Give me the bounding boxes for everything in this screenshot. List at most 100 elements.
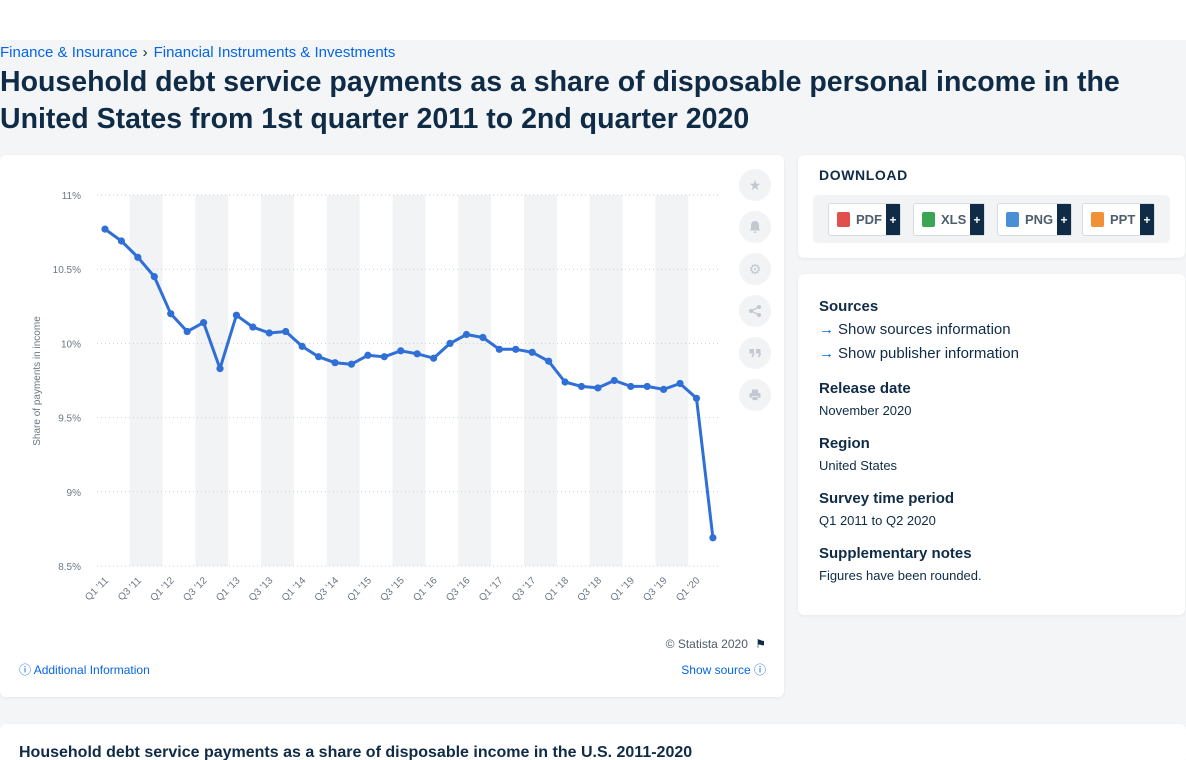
chart-band — [195, 195, 229, 566]
data-point — [167, 310, 175, 318]
additional-information-link[interactable]: ⓘ Additional Information — [19, 661, 150, 678]
survey-period-value: Q1 2011 to Q2 2020 — [819, 513, 936, 528]
pdf-file-icon — [837, 212, 850, 227]
data-point — [199, 319, 208, 327]
x-tick-label: Q3 '11 — [116, 575, 144, 603]
data-point — [446, 339, 454, 347]
download-ppt-label: PPT — [1110, 212, 1136, 227]
download-ppt-button[interactable]: PPT + — [1082, 203, 1155, 236]
description-card: Household debt service payments as a sha… — [0, 724, 1186, 760]
share-icon[interactable] — [739, 295, 771, 327]
data-point — [232, 311, 241, 319]
data-point — [134, 253, 142, 261]
data-point — [594, 384, 602, 392]
chart-band — [523, 195, 557, 566]
info-icon: ⓘ — [753, 663, 766, 677]
y-axis-label: Share of payments in income — [32, 316, 43, 446]
y-tick-label: 8.5% — [58, 562, 81, 573]
copyright-text: © Statista 2020 — [665, 637, 748, 651]
data-point — [495, 345, 503, 353]
x-tick-label: Q3 '17 — [510, 575, 539, 604]
y-tick-label: 9% — [67, 488, 82, 499]
x-tick-label: Q1 '11 — [83, 575, 111, 603]
copyright-notice: © Statista 2020 ⚑ — [666, 637, 766, 651]
arrow-right-icon: → — [819, 321, 834, 338]
data-point — [413, 350, 421, 358]
y-tick-label: 11% — [62, 191, 81, 202]
data-point — [676, 379, 684, 388]
data-point — [347, 360, 356, 368]
show-publisher-label: Show publisher information — [838, 345, 1019, 362]
data-point — [101, 225, 109, 233]
download-card: DOWNLOAD PDF + XLS + PNG + PPT + — [798, 155, 1185, 258]
chart-band — [458, 195, 492, 566]
data-point — [660, 385, 668, 394]
data-point — [117, 237, 126, 245]
page-title: Household debt service payments as a sha… — [0, 66, 1120, 135]
data-point — [183, 327, 191, 336]
supplementary-notes-value: Figures have been rounded. — [819, 568, 982, 583]
x-tick-label: Q3 '18 — [576, 575, 605, 604]
download-png-button[interactable]: PNG + — [997, 203, 1072, 236]
x-tick-label: Q1 '20 — [674, 575, 703, 604]
data-point — [380, 353, 388, 361]
download-png-label: PNG — [1025, 212, 1054, 227]
show-source-label: Show source — [681, 663, 751, 677]
data-point — [462, 330, 471, 339]
x-tick-label: Q1 '19 — [608, 575, 637, 604]
x-tick-label: Q3 '14 — [313, 575, 342, 604]
y-tick-label: 10.5% — [53, 265, 81, 276]
download-xls-button[interactable]: XLS + — [913, 203, 985, 236]
data-point — [282, 327, 290, 336]
flag-icon[interactable]: ⚑ — [755, 637, 766, 651]
release-date-heading: Release date — [819, 380, 911, 397]
data-point — [216, 365, 224, 373]
y-tick-label: 10% — [61, 339, 81, 350]
data-point — [364, 351, 372, 359]
info-icon: ⓘ — [19, 663, 32, 677]
bell-icon[interactable] — [739, 211, 771, 243]
download-title: DOWNLOAD — [819, 167, 908, 183]
chart-band — [129, 195, 163, 566]
data-point — [577, 382, 586, 391]
x-tick-label: Q3 '12 — [181, 575, 210, 604]
breadcrumb-link-finance[interactable]: Finance & Insurance — [0, 44, 138, 61]
survey-period-heading: Survey time period — [819, 490, 955, 507]
xls-file-icon — [922, 212, 935, 227]
data-point — [331, 359, 339, 367]
data-point — [545, 357, 553, 365]
star-icon[interactable]: ★ — [739, 169, 771, 201]
data-point — [512, 345, 520, 353]
x-tick-label: Q1 '12 — [148, 575, 177, 604]
chart-band — [392, 195, 426, 566]
data-point — [709, 534, 717, 542]
chart-band — [261, 195, 294, 566]
x-tick-label: Q3 '13 — [247, 575, 276, 604]
data-point — [643, 382, 651, 391]
chart-card: 8.5% 9% 9.5% 10% 10.5% 11% Share of payments i… — [0, 155, 784, 697]
chart-band — [326, 195, 360, 566]
show-publisher-link[interactable]: → Show publisher information — [819, 345, 1019, 362]
breadcrumb-link-instruments[interactable]: Financial Instruments & Investments — [153, 44, 396, 61]
download-pdf-label: PDF — [856, 212, 882, 227]
breadcrumb: Finance & Insurance › Financial Instrument… — [0, 44, 395, 61]
data-point — [298, 342, 306, 350]
quote-icon[interactable] — [739, 337, 771, 369]
gear-icon[interactable]: ⚙ — [739, 253, 771, 285]
print-icon[interactable] — [739, 379, 771, 411]
x-tick-label: Q1 '14 — [280, 575, 309, 604]
ppt-file-icon — [1091, 212, 1104, 227]
show-sources-link[interactable]: → Show sources information — [819, 321, 1011, 338]
download-pdf-button[interactable]: PDF + — [828, 203, 901, 236]
data-point — [397, 347, 405, 355]
region-heading: Region — [819, 435, 870, 452]
data-point — [561, 378, 569, 386]
show-source-link[interactable]: Show source ⓘ — [681, 661, 766, 678]
data-point — [479, 333, 487, 342]
x-tick-label: Q1 '16 — [411, 575, 440, 604]
plus-icon: + — [1057, 204, 1071, 235]
plus-icon: + — [970, 204, 984, 235]
x-tick-label: Q3 '15 — [378, 575, 407, 604]
show-sources-label: Show sources information — [838, 321, 1011, 338]
x-tick-label: Q1 '17 — [477, 575, 506, 604]
